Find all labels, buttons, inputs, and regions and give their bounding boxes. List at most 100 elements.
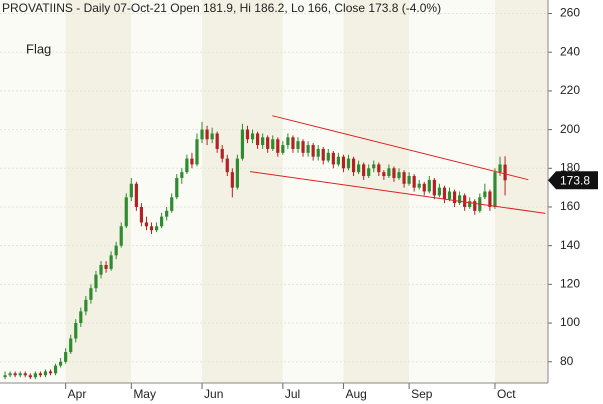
y-tick-label: 100: [560, 315, 580, 329]
candle-body: [397, 172, 401, 178]
y-tick-label: 180: [560, 160, 580, 174]
candle-body: [89, 288, 93, 300]
candle-body: [230, 172, 234, 188]
candle-body: [210, 133, 214, 140]
x-tick-label: May: [133, 387, 156, 401]
x-tick-label: Sep: [411, 387, 433, 401]
candle-body: [261, 137, 265, 146]
candle-body: [79, 311, 83, 324]
candle-body: [74, 323, 78, 339]
candle-body: [190, 158, 194, 165]
candle-body: [427, 179, 431, 192]
candle-body: [387, 168, 391, 177]
x-tick-label: Jul: [285, 387, 300, 401]
candle-body: [311, 145, 315, 157]
candle-body: [109, 255, 113, 269]
candle-body: [255, 133, 260, 146]
candle-body: [392, 168, 396, 178]
month-band: [65, 0, 132, 383]
candle-body: [447, 191, 452, 200]
candle-body: [402, 172, 406, 184]
candle-body: [417, 183, 421, 188]
y-tick-label: 240: [560, 44, 580, 58]
candle-body: [412, 176, 416, 188]
chart-title: PROVATIINS - Daily 07-Oct-21 Open 181.9,…: [2, 1, 441, 15]
candle-body: [180, 172, 184, 178]
candle-body: [104, 265, 108, 269]
candle-body: [144, 222, 149, 227]
y-tick-label: 160: [560, 199, 580, 213]
candle-body: [18, 373, 22, 376]
candle-body: [503, 164, 507, 181]
annotation: Flag: [26, 41, 51, 56]
candle-body: [139, 206, 144, 223]
candle-body: [185, 158, 189, 173]
candle-body: [291, 137, 295, 149]
month-band: [409, 0, 495, 383]
candle-body: [432, 179, 436, 196]
candle-body: [225, 158, 229, 173]
price-tag-label: 173.8: [560, 173, 590, 187]
candle-body: [48, 371, 53, 374]
candle-body: [367, 168, 371, 177]
candle-body: [458, 195, 462, 204]
trendline: [249, 171, 546, 214]
month-band: [494, 0, 548, 383]
candle-body: [296, 141, 300, 149]
candle-body: [442, 187, 447, 200]
candle-body: [220, 148, 224, 159]
candle-body: [498, 164, 502, 173]
candle-body: [356, 164, 361, 173]
y-tick-label: 220: [560, 83, 580, 97]
background: [0, 0, 548, 383]
candle-body: [165, 210, 169, 217]
candle-body: [382, 172, 386, 177]
y-tick-label: 200: [560, 122, 580, 136]
candle-body: [362, 164, 366, 177]
plot-area: [3, 115, 546, 380]
y-tick-label: 80: [560, 354, 574, 368]
candle-body: [276, 139, 280, 153]
candle-body: [43, 371, 48, 376]
candle-body: [316, 148, 320, 157]
candle-body: [407, 176, 411, 184]
candle-body: [336, 156, 340, 165]
candle-body: [422, 183, 426, 192]
candle-body: [23, 373, 27, 376]
candle-body: [488, 191, 492, 207]
candle-body: [351, 158, 356, 173]
y-tick-label: 140: [560, 238, 580, 252]
candle-body: [170, 197, 174, 211]
candle-body: [99, 265, 103, 275]
candle-body: [124, 197, 128, 227]
candle-body: [205, 129, 209, 140]
candle-body: [372, 164, 376, 169]
candle-body: [8, 373, 12, 376]
candle-body: [271, 139, 275, 149]
x-tick-label: Apr: [68, 387, 87, 401]
candle-body: [53, 365, 58, 374]
trendline: [272, 115, 529, 181]
candle-body: [13, 373, 17, 376]
candle-body: [240, 129, 245, 159]
candle-body: [250, 133, 255, 140]
candle-body: [452, 191, 457, 204]
x-tick-label: Oct: [497, 387, 516, 401]
candle-body: [175, 177, 179, 198]
candle-body: [483, 191, 487, 198]
candle-body: [84, 299, 88, 312]
candle-body: [331, 152, 335, 165]
candle-body: [463, 195, 467, 207]
candle-body: [346, 158, 351, 169]
candle-body: [134, 183, 138, 207]
candle-body: [473, 201, 477, 211]
candle-body: [286, 137, 290, 146]
candle-body: [59, 361, 63, 366]
candle-body: [321, 148, 325, 161]
candle-body: [437, 187, 442, 196]
candle-body: [38, 373, 43, 376]
candle-body: [266, 137, 270, 149]
candle-body: [215, 133, 219, 149]
candle-body: [281, 145, 285, 153]
